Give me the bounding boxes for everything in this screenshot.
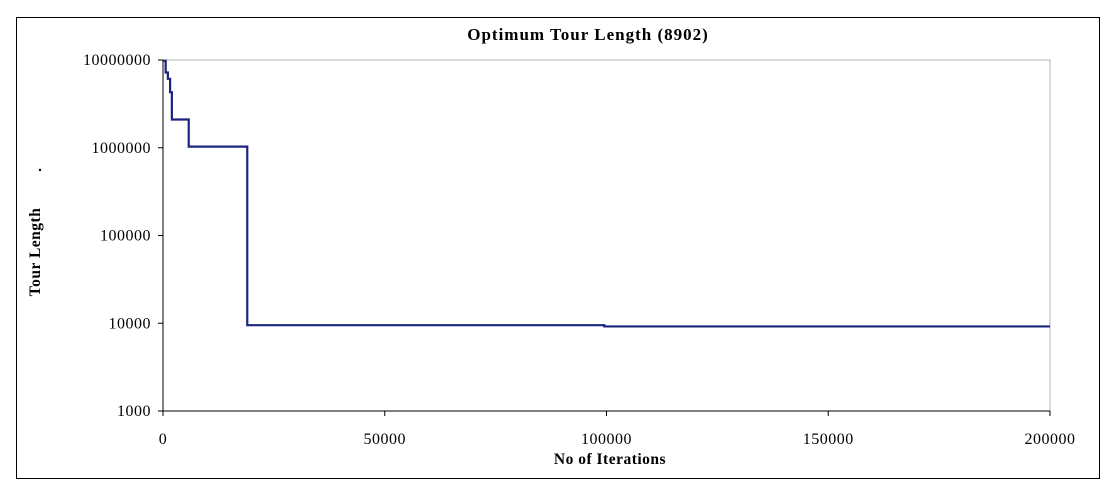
x-axis-label: No of Iterations [554, 451, 666, 468]
x-tick-label: 50000 [364, 431, 407, 448]
series-layer [163, 59, 1050, 328]
y-tick-label: 1000000 [92, 140, 152, 157]
ticks: 1000 10000 100000 1000000 10000000 0 50000 1000… [83, 52, 1076, 448]
y-axis-label: Tour Length [27, 208, 44, 297]
stray-dot [38, 168, 42, 172]
y-tick-label: 10000 [109, 315, 152, 332]
x-tick-label: 200000 [1025, 431, 1076, 448]
x-tick-label: 100000 [581, 431, 632, 448]
chart-frame [16, 17, 1100, 479]
x-tick-label: 0 [159, 431, 168, 448]
axes [162, 60, 1050, 412]
x-tick-label: 150000 [803, 431, 854, 448]
series-line [163, 59, 1050, 328]
y-tick-label: 100000 [100, 228, 151, 245]
chart-title: Optimum Tour Length (8902) [467, 25, 709, 44]
y-tick-label: 10000000 [83, 52, 151, 69]
plot-area [162, 59, 1051, 412]
y-tick-label: 1000 [117, 403, 151, 420]
